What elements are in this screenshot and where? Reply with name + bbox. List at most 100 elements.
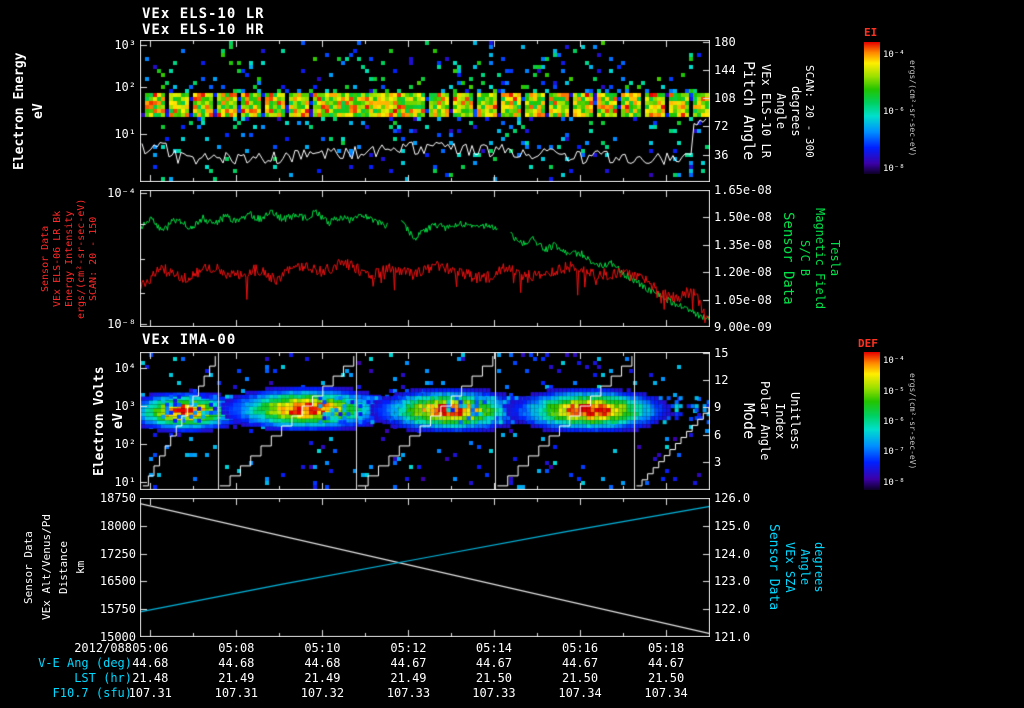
altitude-sza-plot bbox=[140, 498, 710, 637]
bottom-row-label: F10.7 (sfu) bbox=[52, 686, 132, 700]
bottom-row-label: LST (hr) bbox=[74, 671, 132, 685]
p2-y-tick-right: 1.20e-08 bbox=[714, 265, 772, 280]
p3-right-title-1: Mode bbox=[740, 402, 758, 440]
p1-colorbar-tick: 10⁻⁸ bbox=[883, 163, 905, 174]
p4-left-title-2: VEx Alt/Venus/Pd bbox=[40, 514, 53, 621]
p4-y-tick-right: 125.0 bbox=[714, 518, 751, 533]
bottom-row-value: 21.50 bbox=[561, 671, 599, 685]
p3-colorbar-tick: 10⁻⁴ bbox=[883, 356, 905, 367]
p4-y-tick-left: 17250 bbox=[99, 546, 136, 561]
p4-y-tick-left: 16500 bbox=[99, 574, 136, 589]
p2-right-title-2: S/C B bbox=[798, 240, 812, 277]
bottom-row-value: 21.49 bbox=[218, 671, 255, 685]
panel1-title-line1: VEx ELS-10 LR bbox=[142, 6, 265, 22]
p3-y-tick-left: 10¹ bbox=[114, 474, 136, 489]
p3-y-tick-right: 9 bbox=[714, 400, 722, 415]
p1-right-title-3: Angle bbox=[774, 92, 788, 130]
bottom-row-value: 107.31 bbox=[128, 686, 172, 700]
p3-colorbar-tick: 10⁻⁶ bbox=[883, 417, 905, 427]
p2-y-tick-left: 10⁻⁸ bbox=[107, 317, 136, 332]
p1-yaxis-title: Electron Energy bbox=[12, 52, 27, 170]
panel1-title-line2: VEx ELS-10 HR bbox=[142, 22, 265, 38]
bottom-row-value: 107.31 bbox=[214, 686, 258, 700]
p4-right-title-1: Sensor Data bbox=[766, 524, 781, 611]
p4-y-tick-left: 18000 bbox=[99, 518, 136, 533]
p3-colorbar-tick: 10⁻⁵ bbox=[883, 386, 905, 397]
bottom-row-value: 107.33 bbox=[386, 686, 431, 700]
bottom-row-value: 107.34 bbox=[558, 686, 602, 700]
p1-right-title-1: Pitch Angle bbox=[740, 61, 758, 161]
p2-left-title-4: ergs/(cm²-sr-sec-eV) bbox=[76, 198, 87, 319]
bottom-row-value: 21.50 bbox=[475, 671, 513, 685]
p1-y-tick-right: 72 bbox=[714, 118, 729, 133]
p4-right-title-3: Angle bbox=[798, 549, 812, 586]
bottom-row-value: 21.50 bbox=[648, 671, 685, 685]
p2-right-title-4: Tesla bbox=[828, 240, 842, 277]
p4-y-tick-right: 122.0 bbox=[714, 602, 751, 617]
time-tick-label: 05:18 bbox=[648, 641, 685, 655]
p2-y-tick-right: 9.00e-09 bbox=[714, 320, 772, 334]
p1-y-tick-left: 10¹ bbox=[114, 126, 136, 141]
els-spectrogram-plot bbox=[140, 40, 710, 182]
bottom-row-label: V-E Ang (deg) bbox=[38, 656, 132, 670]
p3-y-tick-right: 15 bbox=[714, 346, 729, 361]
bottom-row-value: 107.34 bbox=[644, 686, 688, 700]
p3-right-title-3: Index bbox=[773, 402, 787, 440]
p2-y-tick-right: 1.65e-08 bbox=[714, 183, 772, 197]
bottom-row-value: 44.67 bbox=[561, 656, 599, 670]
time-tick-label: 05:14 bbox=[475, 641, 513, 655]
bottom-row-value: 44.68 bbox=[132, 656, 169, 670]
p2-right-title-1: Sensor Data bbox=[780, 212, 796, 305]
p3-colorbar-tick: 10⁻⁷ bbox=[883, 447, 905, 458]
p2-right-title-3: Magnetic Field bbox=[813, 207, 827, 310]
p1-y-tick-right: 144 bbox=[714, 62, 736, 77]
els-colorbar bbox=[864, 42, 880, 174]
time-tick-label: 05:12 bbox=[390, 641, 427, 655]
bottom-row-value: 21.48 bbox=[132, 671, 169, 685]
colorbar2-units: ergs/(cm²-sr-sec-eV) bbox=[908, 372, 917, 470]
p3-y-tick-right: 12 bbox=[714, 372, 729, 387]
p3-y-tick-right: 3 bbox=[714, 455, 722, 470]
bottom-row-value: 44.68 bbox=[304, 656, 341, 670]
p4-y-tick-left: 15750 bbox=[99, 602, 136, 617]
p2-left-title-2: VEx ELS-06 LR Bk bbox=[52, 210, 63, 307]
p3-right-title-2: Polar Angle bbox=[758, 381, 772, 461]
p4-y-tick-left: 15000 bbox=[99, 630, 136, 644]
colorbar1-title: EI bbox=[864, 26, 878, 39]
bottom-row-value: 21.49 bbox=[304, 671, 341, 685]
p4-right-title-2: VEx SZA bbox=[783, 542, 797, 593]
bottom-row-value: 107.33 bbox=[472, 686, 516, 700]
p2-y-tick-right: 1.35e-08 bbox=[714, 237, 772, 252]
p3-y-tick-left: 10⁴ bbox=[114, 361, 136, 375]
panel3-title: VEx IMA-00 bbox=[142, 332, 237, 348]
ima-spectrogram-plot bbox=[140, 352, 710, 490]
p1-y-tick-left: 10² bbox=[114, 79, 136, 94]
p2-y-tick-right: 1.05e-08 bbox=[714, 292, 772, 307]
p4-y-tick-right: 124.0 bbox=[714, 546, 751, 561]
ima-colorbar bbox=[864, 352, 880, 490]
time-tick-label: 05:10 bbox=[304, 641, 341, 655]
colorbar1-units: ergs/(cm²-sr-sec-eV) bbox=[908, 59, 917, 157]
date-label: 2012/088 bbox=[74, 641, 132, 655]
bfield-intensity-plot bbox=[140, 190, 710, 327]
p1-yaxis-units: eV bbox=[31, 103, 46, 119]
bottom-row-value: 107.32 bbox=[300, 686, 345, 700]
p2-y-tick-right: 1.50e-08 bbox=[714, 210, 772, 225]
p1-y-tick-right: 108 bbox=[714, 91, 736, 106]
bottom-row-value: 44.67 bbox=[648, 656, 685, 670]
p4-left-title-1: Sensor Data bbox=[22, 531, 35, 604]
time-tick-label: 05:08 bbox=[218, 641, 255, 655]
bottom-row-value: 21.49 bbox=[390, 671, 427, 685]
p2-left-title-3: Energy Intensity bbox=[64, 210, 75, 307]
p4-right-title-4: degrees bbox=[812, 542, 826, 593]
p1-colorbar-tick: 10⁻⁶ bbox=[883, 107, 905, 117]
p1-right-title-4: degrees bbox=[789, 85, 803, 137]
colorbar2-title: DEF bbox=[858, 337, 878, 350]
p4-y-tick-right: 123.0 bbox=[714, 574, 751, 589]
p3-y-tick-left: 10³ bbox=[114, 398, 136, 413]
time-tick-label: 05:06 bbox=[132, 641, 169, 655]
p4-y-tick-left: 18750 bbox=[99, 491, 136, 505]
p1-right-title-5: SCAN: 20 - 300 bbox=[803, 64, 816, 158]
p1-y-tick-right: 36 bbox=[714, 148, 729, 163]
